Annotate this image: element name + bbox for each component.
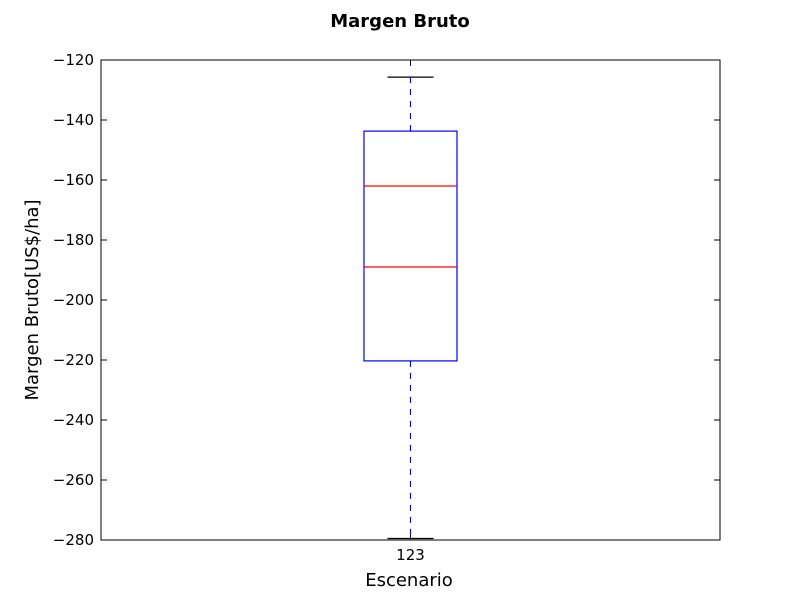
y-tick-label: −200 xyxy=(53,291,94,309)
y-tick-label: −140 xyxy=(53,111,94,129)
y-axis-label: Margen Bruto[US$/ha] xyxy=(22,199,43,400)
y-axis: −120 −140 −160 −180 −200 −220 −240 −260 −280 xyxy=(53,51,720,549)
x-axis: 123 xyxy=(396,60,425,564)
y-tick-label: −160 xyxy=(53,171,94,189)
y-tick-label: −260 xyxy=(53,471,94,489)
y-tick-label: −220 xyxy=(53,351,94,369)
x-tick-label: 123 xyxy=(396,546,425,564)
y-tick-label: −240 xyxy=(53,411,94,429)
iqr-box xyxy=(363,130,458,362)
x-axis-label: Escenario xyxy=(365,570,453,591)
box-group xyxy=(363,76,458,540)
y-tick-label: −280 xyxy=(53,531,94,549)
plot-area-frame xyxy=(100,59,721,541)
y-tick-label: −180 xyxy=(53,231,94,249)
y-tick-label: −120 xyxy=(53,51,94,69)
chart-title: Margen Bruto xyxy=(330,11,470,32)
